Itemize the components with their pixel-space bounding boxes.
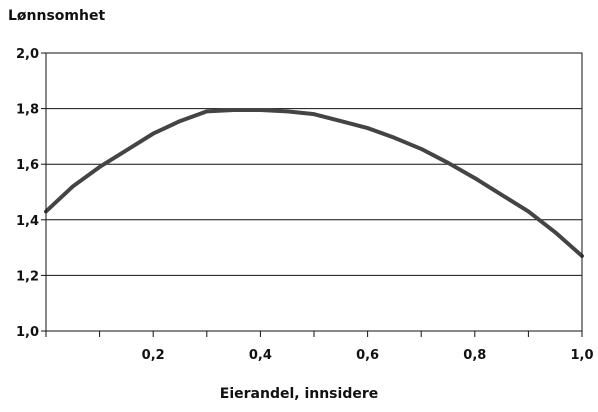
x-tick-label: 0,4 <box>249 348 272 363</box>
y-tick-label: 1,8 <box>16 103 39 118</box>
x-axis-title: Eierandel, innsidere <box>219 386 379 402</box>
y-tick-label: 1,2 <box>16 269 39 284</box>
y-tick-label: 2,0 <box>16 47 39 62</box>
x-tick-label: 0,6 <box>356 348 379 363</box>
y-tick-label: 1,6 <box>16 158 39 173</box>
series-line <box>44 107 584 258</box>
x-tick-label: 0,8 <box>463 348 486 363</box>
x-tick-label: 1,0 <box>570 348 593 363</box>
y-tick-label: 1,4 <box>16 214 39 229</box>
y-tick-label: 1,0 <box>16 325 39 340</box>
x-tick-label: 0,2 <box>142 348 165 363</box>
y-axis-title: Lønnsomhet <box>8 8 106 24</box>
plot-frame <box>45 52 583 332</box>
